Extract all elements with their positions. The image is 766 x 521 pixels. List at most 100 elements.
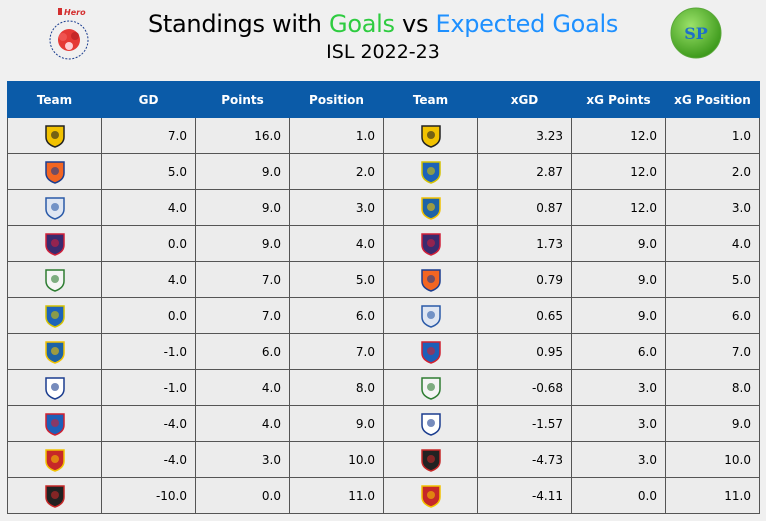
table-row: 0.0 9.0 4.0 1.73 9.0 4.0 [7, 225, 760, 262]
eastbengal-crest-icon [44, 448, 65, 472]
page-title: Standings with Goals vs Expected Goals [0, 10, 766, 38]
xgd-cell: 0.65 [477, 297, 572, 334]
odisha-crest-icon [420, 232, 441, 256]
title-goals: Goals [329, 10, 395, 38]
column-header-points: Points [195, 81, 290, 118]
page-subtitle: ISL 2022-23 [326, 41, 440, 63]
position-cell: 2.0 [289, 153, 384, 190]
gd-cell: -4.0 [101, 405, 196, 442]
odisha-crest-icon [44, 232, 65, 256]
mumbai-crest-icon [420, 304, 441, 328]
column-header-xgd: xGD [477, 81, 572, 118]
points-cell: 9.0 [195, 189, 290, 226]
atkmb-crest-icon [44, 268, 65, 292]
xg-points-cell: 3.0 [571, 369, 666, 406]
xgd-cell: 3.23 [477, 117, 572, 154]
points-cell: 3.0 [195, 441, 290, 478]
position-cell: 10.0 [289, 441, 384, 478]
position-cell: 9.0 [289, 405, 384, 442]
table-row: -1.0 6.0 7.0 0.95 6.0 7.0 [7, 333, 760, 370]
xg-team-crest-cell [383, 153, 478, 190]
table-row: 4.0 9.0 3.0 0.87 12.0 3.0 [7, 189, 760, 226]
xg-points-cell: 9.0 [571, 297, 666, 334]
table-header-row: Team GD Points Position Team xGD xG Poin… [7, 81, 760, 118]
team-crest-cell [7, 441, 102, 478]
xg-team-crest-cell [383, 261, 478, 298]
xg-points-cell: 9.0 [571, 225, 666, 262]
points-cell: 7.0 [195, 297, 290, 334]
xgd-cell: -4.11 [477, 477, 572, 514]
hyderabad-crest-icon [420, 124, 441, 148]
gd-cell: -1.0 [101, 369, 196, 406]
team-crest-cell [7, 261, 102, 298]
team-crest-cell [7, 225, 102, 262]
position-cell: 1.0 [289, 117, 384, 154]
gd-cell: 4.0 [101, 189, 196, 226]
table-row: 5.0 9.0 2.0 2.87 12.0 2.0 [7, 153, 760, 190]
xg-team-crest-cell [383, 225, 478, 262]
xg-team-crest-cell [383, 333, 478, 370]
header: Hero Standings with Goals vs Expected Go… [0, 0, 766, 80]
xg-position-cell: 11.0 [665, 477, 760, 514]
xg-points-cell: 12.0 [571, 117, 666, 154]
table-row: -1.0 4.0 8.0 -0.68 3.0 8.0 [7, 369, 760, 406]
xgd-cell: 0.95 [477, 333, 572, 370]
xg-points-cell: 0.0 [571, 477, 666, 514]
chennaiyin-crest-icon [44, 304, 65, 328]
position-cell: 6.0 [289, 297, 384, 334]
xg-position-cell: 5.0 [665, 261, 760, 298]
team-crest-cell [7, 189, 102, 226]
mumbai-crest-icon [44, 196, 65, 220]
gd-cell: 4.0 [101, 261, 196, 298]
team-crest-cell [7, 153, 102, 190]
position-cell: 11.0 [289, 477, 384, 514]
goa-crest-icon [420, 268, 441, 292]
points-cell: 6.0 [195, 333, 290, 370]
table-row: 0.0 7.0 6.0 0.65 9.0 6.0 [7, 297, 760, 334]
xg-team-crest-cell [383, 441, 478, 478]
xg-team-crest-cell [383, 405, 478, 442]
xg-position-cell: 7.0 [665, 333, 760, 370]
table-body: 7.0 16.0 1.0 3.23 12.0 1.0 5.0 9.0 2.0 2.87 12.0 2.… [7, 117, 760, 514]
points-cell: 9.0 [195, 225, 290, 262]
table-row: -10.0 0.0 11.0 -4.11 0.0 11.0 [7, 477, 760, 514]
sp-badge-text: SP [684, 24, 708, 43]
table-row: 4.0 7.0 5.0 0.79 9.0 5.0 [7, 261, 760, 298]
team-crest-cell [7, 297, 102, 334]
points-cell: 4.0 [195, 369, 290, 406]
xg-position-cell: 3.0 [665, 189, 760, 226]
gd-cell: 7.0 [101, 117, 196, 154]
xg-team-crest-cell [383, 297, 478, 334]
goa-crest-icon [44, 160, 65, 184]
position-cell: 7.0 [289, 333, 384, 370]
bengaluru-crest-icon [44, 376, 65, 400]
xg-position-cell: 8.0 [665, 369, 760, 406]
northeast-crest-icon [420, 448, 441, 472]
column-header-team: Team [7, 81, 102, 118]
xg-team-crest-cell [383, 477, 478, 514]
xg-position-cell: 9.0 [665, 405, 760, 442]
points-cell: 9.0 [195, 153, 290, 190]
column-header-xg-points: xG Points [571, 81, 666, 118]
northeast-crest-icon [44, 484, 65, 508]
isl-hero-logo-icon: Hero [49, 8, 89, 60]
xgd-cell: 0.79 [477, 261, 572, 298]
gd-cell: -10.0 [101, 477, 196, 514]
gd-cell: 0.0 [101, 297, 196, 334]
hyderabad-crest-icon [44, 124, 65, 148]
xgd-cell: 2.87 [477, 153, 572, 190]
chennaiyin-crest-icon [420, 160, 441, 184]
title-prefix: Standings with [147, 10, 330, 38]
xg-team-crest-cell [383, 369, 478, 406]
column-header-gd: GD [101, 81, 196, 118]
team-crest-cell [7, 369, 102, 406]
table-row: 7.0 16.0 1.0 3.23 12.0 1.0 [7, 117, 760, 154]
xg-points-cell: 9.0 [571, 261, 666, 298]
xg-position-cell: 4.0 [665, 225, 760, 262]
jamshedpur-crest-icon [420, 340, 441, 364]
column-header-xteam: Team [383, 81, 478, 118]
points-cell: 16.0 [195, 117, 290, 154]
xgd-cell: -1.57 [477, 405, 572, 442]
jamshedpur-crest-icon [44, 412, 65, 436]
title-expected-goals: Expected Goals [435, 10, 619, 38]
